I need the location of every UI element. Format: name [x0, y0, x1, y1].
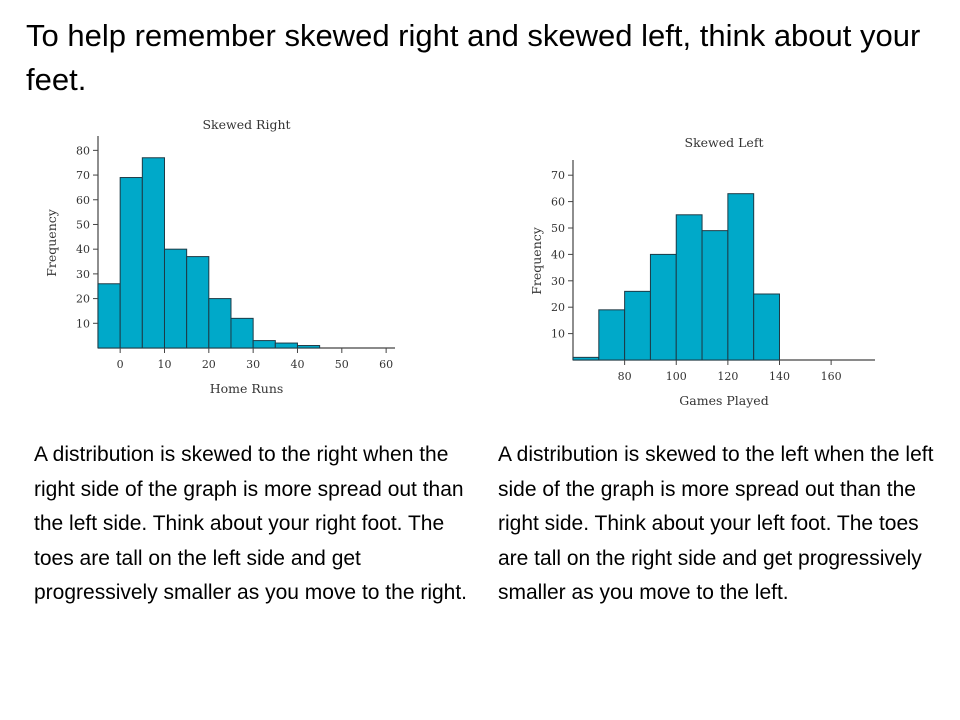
- left-y-axis-label: Frequency: [529, 226, 544, 295]
- right-y-tick-label: 70: [76, 169, 90, 182]
- right-x-axis-label: Home Runs: [210, 381, 284, 396]
- skewed-right-caption: A distribution is skewed to the right wh…: [34, 443, 468, 604]
- right-y-tick-label: 80: [76, 144, 90, 157]
- skewed-right-chart-svg: Skewed Right 10 20 30 40 50 60 70 80 0 10 20 30 40 50 6…: [44, 117, 395, 396]
- right-y-tick-label: 60: [76, 194, 90, 207]
- left-y-tick-label: 60: [551, 196, 565, 209]
- right-histogram-bar: [141, 157, 165, 349]
- left-y-tick-label: 20: [551, 301, 565, 314]
- right-histogram-bar: [252, 340, 276, 349]
- right-y-tick-label: 30: [76, 268, 90, 281]
- left-chart-title: Skewed Left: [685, 135, 764, 150]
- left-y-tick-label: 70: [551, 169, 565, 182]
- right-x-tick-label: 0: [117, 358, 124, 371]
- left-y-tick-label: 30: [551, 275, 565, 288]
- right-chart-title: Skewed Right: [202, 117, 290, 132]
- left-x-axis-label: Games Played: [679, 393, 768, 408]
- left-histogram-bar: [598, 309, 626, 361]
- right-x-tick-label: 30: [246, 358, 260, 371]
- right-x-tick-label: 40: [290, 358, 304, 371]
- skewed-left-caption: A distribution is skewed to the left whe…: [498, 443, 934, 604]
- left-x-tick-label: 100: [666, 370, 687, 383]
- right-histogram-bar: [163, 248, 188, 349]
- right-histogram-bar: [208, 298, 232, 349]
- left-histogram-bar: [675, 214, 703, 361]
- skewed-right-histogram: Skewed Right 10 20 30 40 50 60 70 80 0 10 20 30 40 50 6…: [40, 112, 410, 412]
- right-histogram-bar: [119, 177, 143, 349]
- left-histogram-bar: [624, 290, 651, 361]
- left-histogram-bar: [727, 193, 755, 361]
- right-histogram-bar: [296, 345, 321, 349]
- left-y-tick-label: 40: [551, 248, 565, 261]
- left-histogram-bar: [572, 356, 600, 361]
- right-histogram-bar: [274, 342, 298, 349]
- right-y-axis-label: Frequency: [44, 208, 59, 277]
- right-y-tick-label: 40: [76, 243, 90, 256]
- left-x-tick-label: 160: [821, 370, 842, 383]
- right-x-tick-label: 20: [202, 358, 216, 371]
- left-histogram-bar: [649, 253, 677, 361]
- right-y-tick-label: 10: [76, 317, 90, 330]
- left-histogram-bar: [701, 230, 729, 361]
- skewed-left-histogram: Skewed Left 10 20 30 40 50 60 70 80 100 120 140 160 G…: [525, 130, 895, 425]
- left-x-tick-label: 80: [618, 370, 632, 383]
- right-x-tick-label: 60: [379, 358, 393, 371]
- left-x-tick-label: 120: [717, 370, 738, 383]
- right-histogram-bar: [230, 317, 254, 349]
- right-histogram-bar: [97, 283, 121, 349]
- right-x-tick-label: 50: [335, 358, 349, 371]
- right-y-tick-label: 50: [76, 218, 90, 231]
- left-x-tick-label: 140: [769, 370, 790, 383]
- right-histogram-bar: [186, 256, 210, 349]
- left-y-tick-label: 50: [551, 222, 565, 235]
- left-histogram-bar: [753, 293, 780, 361]
- slide-title: To help remember skewed right and skewed…: [26, 18, 921, 97]
- left-y-tick-label: 10: [551, 328, 565, 341]
- right-y-tick-label: 20: [76, 293, 90, 306]
- right-x-tick-label: 10: [157, 358, 171, 371]
- skewed-left-chart-svg: Skewed Left 10 20 30 40 50 60 70 80 100 120 140 160 G…: [529, 135, 875, 408]
